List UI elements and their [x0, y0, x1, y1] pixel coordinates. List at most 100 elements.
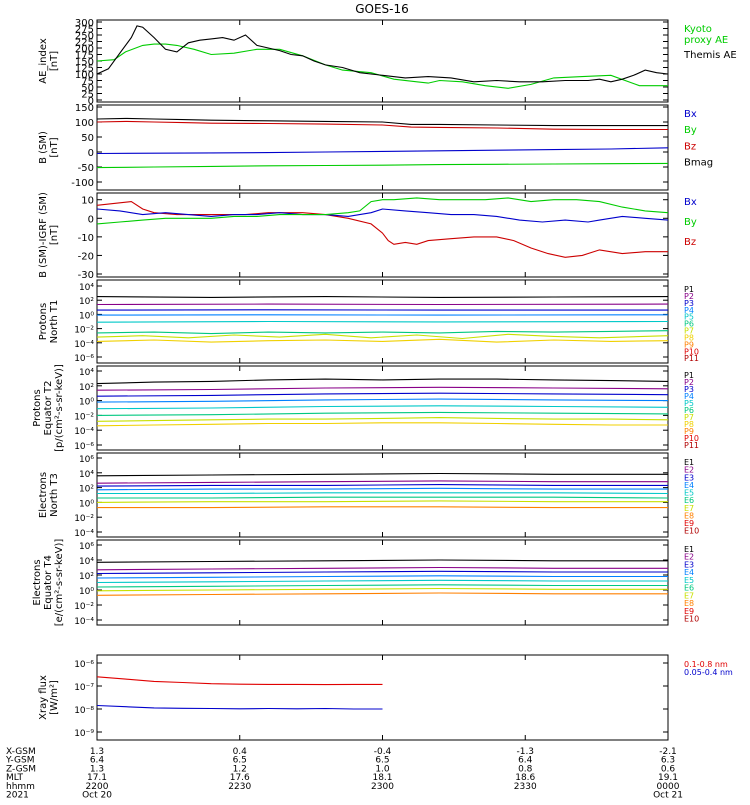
series-0-1-0-8-nm	[97, 677, 383, 685]
series-e6	[97, 585, 668, 587]
legend-label: Bx	[684, 109, 697, 120]
y-axis-label: North T1	[49, 300, 60, 344]
y-tick-label: 10	[81, 196, 94, 207]
y-tick-label: 10²	[79, 485, 94, 495]
series-p1	[97, 297, 668, 298]
legend-label: 0.05-0.4 nm	[684, 668, 733, 677]
series-bx	[97, 148, 668, 154]
y-tick-label: 10⁻²	[74, 326, 94, 336]
ephemeris-table: X-GSMY-GSMZ-GSMMLThhmm20211.36.41.317.12…	[5, 747, 683, 800]
y-tick-label: 10⁻⁴	[74, 427, 94, 437]
y-axis-label: Electrons	[32, 559, 43, 605]
y-axis-label: Equator T4	[43, 555, 54, 610]
series-0-05-0-4-nm	[97, 706, 383, 710]
y-tick-label: 10⁻²	[74, 514, 94, 524]
y-tick-label: 0	[88, 214, 94, 225]
series-kyoto-proxy-ae	[97, 44, 668, 88]
y-axis-label: North T3	[49, 473, 60, 517]
series-e3	[97, 571, 668, 573]
y-axis-label: Protons	[38, 303, 49, 340]
legend-label: Themis AE	[683, 50, 737, 61]
y-tick-label: 10⁻⁶	[74, 354, 94, 364]
y-axis-label: Equator T2	[43, 381, 54, 436]
series-e5	[97, 580, 668, 582]
series-e7	[97, 501, 668, 503]
ephemeris-value: 2230	[228, 782, 251, 792]
y-axis-label: Xray flux	[38, 675, 49, 720]
ephemeris-value: Oct 20	[82, 791, 112, 801]
y-tick-label: 300	[75, 18, 94, 29]
series-e4	[97, 488, 668, 490]
y-tick-label: 10²	[79, 297, 94, 307]
y-tick-label: 10²	[79, 572, 94, 582]
series-by	[97, 198, 668, 224]
legend-label: By	[684, 125, 697, 136]
legend-label: Kyoto	[684, 24, 712, 35]
y-axis-label: [p/(cm²-s-sr-keV)]	[54, 364, 65, 452]
y-tick-label: -50	[78, 163, 94, 174]
y-tick-label: 10⁴	[79, 283, 94, 293]
ephemeris-value: Oct 21	[653, 791, 683, 801]
series-p7	[97, 418, 668, 422]
legend-label: Bz	[684, 141, 696, 152]
y-tick-label: 10⁴	[79, 368, 94, 378]
series-themis-ae	[97, 26, 668, 82]
y-tick-label: 10⁻²	[74, 412, 94, 422]
series-e3	[97, 485, 668, 487]
series-e1	[97, 474, 668, 476]
series-bx	[97, 209, 668, 222]
y-tick-label: 10⁰	[79, 587, 94, 597]
legend-label: Bmag	[684, 157, 713, 168]
y-axis-label: [e/(cm²-s-sr-keV)]	[54, 539, 65, 627]
y-tick-label: 10⁶	[79, 455, 94, 465]
y-tick-label: 10²	[79, 383, 94, 393]
series-e7	[97, 589, 668, 591]
series-p5	[97, 406, 668, 409]
series-p8	[97, 339, 668, 342]
ephemeris-value: 2300	[371, 782, 394, 792]
legend-label: By	[684, 217, 697, 228]
y-tick-label: 10⁻⁴	[74, 340, 94, 350]
series-e2	[97, 568, 668, 570]
y-axis-label: AE_index	[38, 38, 49, 84]
panel-ae: 0255075100125150175200225250275300AE_ind…	[38, 18, 737, 107]
series-e4	[97, 576, 668, 578]
y-tick-label: 10⁻⁶	[74, 660, 94, 670]
series-p1	[97, 379, 668, 384]
series-p3	[97, 393, 668, 396]
y-axis-label: Electrons	[38, 472, 49, 518]
legend-label: E10	[684, 615, 699, 624]
series-e5	[97, 493, 668, 494]
y-axis-label: [nT]	[49, 137, 60, 157]
y-tick-label: 10⁴	[79, 470, 94, 480]
series-p4	[97, 399, 668, 402]
y-tick-label: 10⁻⁷	[74, 683, 94, 693]
y-tick-label: 10⁰	[79, 398, 94, 408]
series-e6	[97, 497, 668, 498]
y-tick-label: 10⁴	[79, 557, 94, 567]
legend-label: P11	[684, 354, 699, 363]
panel-frame	[97, 453, 668, 537]
legend-label: Bz	[684, 237, 696, 248]
panel-frame	[97, 20, 668, 102]
y-tick-label: 10⁻⁹	[74, 729, 94, 739]
panel-frame	[97, 105, 668, 190]
series-p6	[97, 331, 668, 334]
series-e2	[97, 481, 668, 483]
ephemeris-row-label: 2021	[6, 791, 29, 801]
panel-frame	[97, 655, 668, 740]
series-p8	[97, 423, 668, 426]
series-p6	[97, 412, 668, 415]
y-tick-label: -10	[78, 233, 94, 244]
y-tick-label: 150	[75, 103, 94, 114]
y-tick-label: 10⁻²	[74, 602, 94, 612]
series-bz	[97, 202, 668, 258]
series-by	[97, 163, 668, 167]
y-tick-label: 10⁰	[79, 499, 94, 509]
y-axis-label: B (SM)	[38, 131, 49, 164]
